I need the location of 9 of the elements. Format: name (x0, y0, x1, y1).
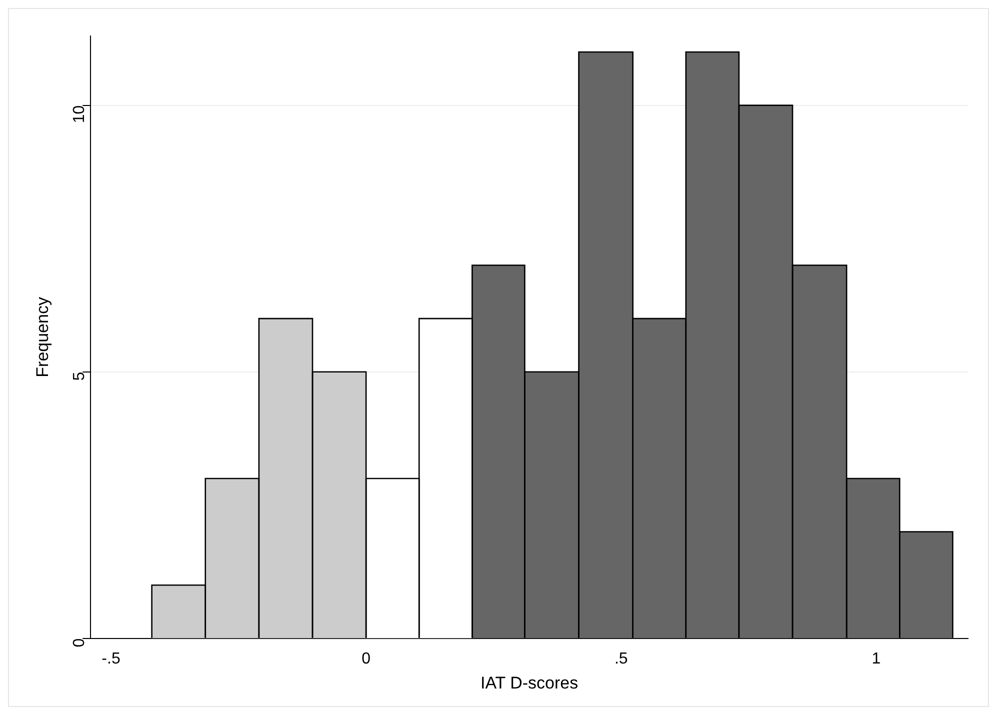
y-tick-label: 0 (71, 638, 88, 648)
x-tick-label: -.5 (102, 650, 120, 668)
y-tick-label: 5 (71, 372, 88, 381)
x-tick-label: 0 (362, 650, 371, 668)
x-tick-label: 1 (872, 650, 881, 668)
y-tick-label: 10 (71, 105, 88, 124)
x-axis-title: IAT D-scores (480, 673, 578, 692)
x-tick-label: .5 (614, 650, 628, 668)
y-axis-title: Frequency (32, 296, 52, 378)
